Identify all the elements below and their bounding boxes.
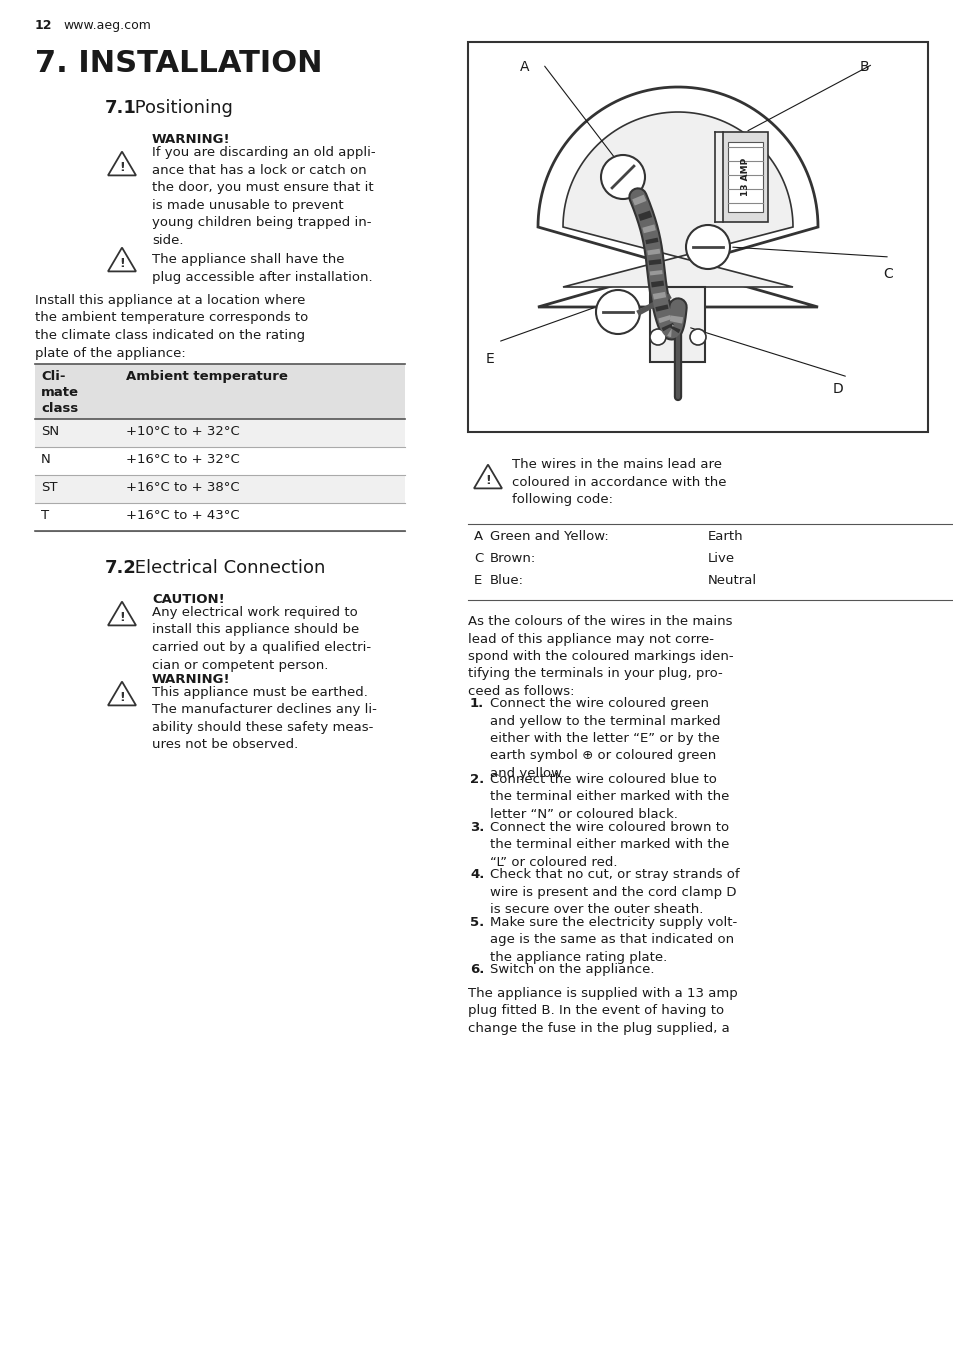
Text: Connect the wire coloured green
and yellow to the terminal marked
either with th: Connect the wire coloured green and yell… (490, 698, 720, 780)
Text: The appliance shall have the
plug accessible after installation.: The appliance shall have the plug access… (152, 253, 373, 284)
Text: N: N (41, 453, 51, 466)
Bar (650, 287, 705, 362)
Text: A: A (474, 530, 482, 544)
Text: Check that no cut, or stray strands of
wire is present and the cord clamp D
is s: Check that no cut, or stray strands of w… (490, 868, 739, 917)
Bar (35, 448, 405, 475)
Text: WARNING!: WARNING! (152, 132, 231, 146)
Text: 1.: 1. (470, 698, 484, 710)
Text: 7. INSTALLATION: 7. INSTALLATION (35, 49, 322, 78)
Text: Neutral: Neutral (707, 575, 757, 587)
Text: As the colours of the wires in the mains
lead of this appliance may not corre-
s: As the colours of the wires in the mains… (468, 615, 733, 698)
Bar (35, 503, 405, 531)
Text: Switch on the appliance.: Switch on the appliance. (490, 964, 654, 976)
Text: !: ! (485, 475, 491, 487)
Text: D: D (832, 383, 842, 396)
Text: !: ! (119, 257, 125, 270)
Text: SN: SN (41, 425, 59, 438)
Circle shape (596, 289, 639, 334)
Bar (468, 42, 927, 433)
Text: +10°C to + 32°C: +10°C to + 32°C (126, 425, 239, 438)
Text: Install this appliance at a location where
the ambient temperature corresponds t: Install this appliance at a location whe… (35, 293, 308, 360)
Text: Electrical Connection: Electrical Connection (129, 558, 325, 577)
Text: CAUTION!: CAUTION! (152, 594, 225, 606)
Text: +16°C to + 38°C: +16°C to + 38°C (126, 481, 239, 493)
Bar (35, 419, 405, 448)
Text: !: ! (119, 691, 125, 704)
Text: 5.: 5. (470, 915, 484, 929)
Text: Earth: Earth (707, 530, 742, 544)
Text: !: ! (119, 161, 125, 174)
Bar (35, 364, 405, 419)
Text: +16°C to + 43°C: +16°C to + 43°C (126, 508, 239, 522)
Text: Green and Yellow:: Green and Yellow: (490, 530, 608, 544)
Text: T: T (41, 508, 49, 522)
Text: E: E (485, 352, 495, 366)
Text: B: B (859, 59, 869, 74)
Bar (727, 142, 762, 212)
Polygon shape (537, 87, 817, 307)
Text: ST: ST (41, 481, 57, 493)
Text: !: ! (119, 611, 125, 625)
Text: Ambient temperature: Ambient temperature (126, 370, 288, 383)
Circle shape (689, 329, 705, 345)
Text: Positioning: Positioning (129, 99, 233, 118)
Circle shape (600, 155, 644, 199)
Text: Live: Live (707, 552, 735, 565)
Text: E: E (474, 575, 482, 587)
Text: C: C (474, 552, 483, 565)
Text: If you are discarding an old appli-
ance that has a lock or catch on
the door, y: If you are discarding an old appli- ance… (152, 146, 375, 246)
Text: 12: 12 (35, 19, 52, 32)
Circle shape (649, 329, 665, 345)
Text: www.aeg.com: www.aeg.com (63, 19, 151, 32)
Text: Brown:: Brown: (490, 552, 536, 565)
Text: WARNING!: WARNING! (152, 673, 231, 685)
Text: 7.2: 7.2 (105, 558, 136, 577)
Text: 7.1: 7.1 (105, 99, 136, 118)
Text: Connect the wire coloured blue to
the terminal either marked with the
letter “N”: Connect the wire coloured blue to the te… (490, 773, 729, 821)
Bar (722, 132, 767, 222)
Text: A: A (519, 59, 529, 74)
Text: 13 AMP: 13 AMP (740, 158, 749, 196)
Text: 4.: 4. (470, 868, 484, 882)
Text: 2.: 2. (470, 773, 484, 786)
Text: 3.: 3. (470, 821, 484, 834)
Text: Connect the wire coloured brown to
the terminal either marked with the
“L” or co: Connect the wire coloured brown to the t… (490, 821, 729, 868)
Text: 6.: 6. (470, 964, 484, 976)
Text: The wires in the mains lead are
coloured in accordance with the
following code:: The wires in the mains lead are coloured… (512, 458, 726, 506)
Text: Any electrical work required to
install this appliance should be
carried out by : Any electrical work required to install … (152, 606, 371, 672)
Circle shape (685, 224, 729, 269)
Text: This appliance must be earthed.
The manufacturer declines any li-
ability should: This appliance must be earthed. The manu… (152, 685, 376, 752)
Text: Blue:: Blue: (490, 575, 523, 587)
Text: Make sure the electricity supply volt-
age is the same as that indicated on
the : Make sure the electricity supply volt- a… (490, 915, 737, 964)
Text: The appliance is supplied with a 13 amp
plug fitted B. In the event of having to: The appliance is supplied with a 13 amp … (468, 987, 737, 1034)
Polygon shape (562, 112, 792, 287)
Text: +16°C to + 32°C: +16°C to + 32°C (126, 453, 239, 466)
Text: Cli-
mate
class: Cli- mate class (41, 370, 79, 415)
Text: C: C (882, 266, 892, 281)
Bar (35, 475, 405, 503)
